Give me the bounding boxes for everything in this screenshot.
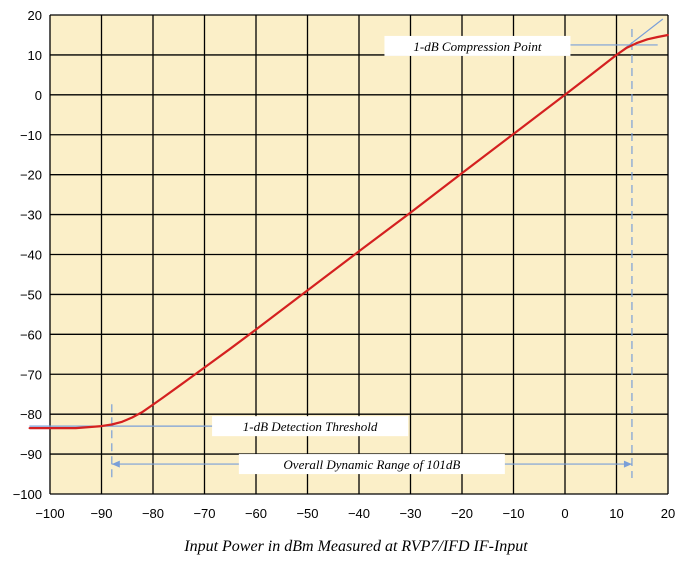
y-tick-label: −30 — [20, 208, 42, 223]
series-point — [152, 403, 154, 406]
y-tick-label: −100 — [13, 487, 42, 502]
series-point — [177, 385, 180, 388]
x-tick-label: −100 — [35, 506, 64, 521]
series-point — [636, 42, 638, 44]
series-point — [28, 427, 31, 430]
x-tick-label: −80 — [142, 506, 164, 521]
series-point — [646, 38, 649, 41]
y-tick-label: −50 — [20, 287, 42, 302]
series-layer — [28, 33, 669, 430]
series-point — [625, 46, 628, 49]
y-tick-label: 20 — [28, 8, 42, 23]
x-tick-label: 10 — [609, 506, 623, 521]
series-point — [667, 34, 669, 36]
x-axis-ticks: −100 −90 −80 −70 −60 −50 −40 −30 −20 −10 0 10 20 — [35, 506, 675, 521]
series-point — [131, 416, 134, 419]
series-point — [121, 420, 123, 423]
series-point — [461, 172, 463, 174]
y-tick-label: −70 — [20, 367, 42, 382]
x-tick-label: −90 — [90, 506, 112, 521]
x-tick-label: 20 — [661, 506, 675, 521]
series-point — [615, 54, 618, 56]
annotations: 1-dB Compression Point 1-dB Detection Thr… — [212, 35, 571, 475]
range-arrowhead-right — [623, 460, 632, 468]
y-axis-ticks: 20 10 0 −10 −20 −30 −40 −50 −60 −70 −80 −90 −100 — [13, 8, 42, 502]
x-tick-label: 0 — [561, 506, 568, 521]
detection-threshold-label: 1-dB Detection Threshold — [243, 419, 378, 434]
series-point — [229, 347, 232, 350]
range-arrowhead-left — [111, 460, 120, 468]
grid — [49, 14, 669, 495]
x-tick-label: −60 — [245, 506, 267, 521]
series-point — [409, 211, 412, 214]
dynamic-range-label: Overall Dynamic Range of 101dB — [283, 457, 460, 472]
x-tick-label: −10 — [502, 506, 524, 521]
x-axis-label: Input Power in dBm Measured at RVP7/IFD … — [183, 538, 528, 555]
y-tick-label: −90 — [20, 447, 42, 462]
series-point — [656, 36, 659, 38]
series-point — [255, 328, 257, 331]
y-tick-label: −60 — [20, 327, 42, 342]
series-point — [564, 93, 566, 96]
series-point — [110, 423, 113, 426]
series-point — [162, 396, 165, 399]
series-point — [74, 427, 77, 430]
series-point — [100, 425, 103, 428]
series-point — [589, 73, 592, 76]
y-tick-label: −80 — [20, 407, 42, 422]
y-tick-label: −20 — [20, 168, 42, 183]
dynamic-range-label-box — [238, 454, 505, 475]
series-point — [203, 366, 206, 369]
y-tick-label: 10 — [28, 48, 42, 63]
series-point — [193, 374, 196, 376]
compression-point-label: 1-dB Compression Point — [413, 39, 541, 54]
series-point — [358, 250, 360, 253]
x-tick-label: −40 — [348, 506, 370, 521]
x-tick-label: −70 — [193, 506, 215, 521]
y-tick-label: −10 — [20, 128, 42, 143]
x-tick-label: −30 — [399, 506, 421, 521]
series-point — [141, 410, 144, 413]
y-tick-label: 0 — [35, 88, 42, 103]
compression-point-label-box — [384, 35, 571, 56]
x-tick-label: −20 — [451, 506, 473, 521]
series-point — [512, 133, 515, 135]
y-tick-label: −40 — [20, 248, 42, 263]
series-point — [306, 289, 309, 292]
detection-threshold-label-box — [212, 416, 409, 437]
x-tick-label: −50 — [296, 506, 318, 521]
